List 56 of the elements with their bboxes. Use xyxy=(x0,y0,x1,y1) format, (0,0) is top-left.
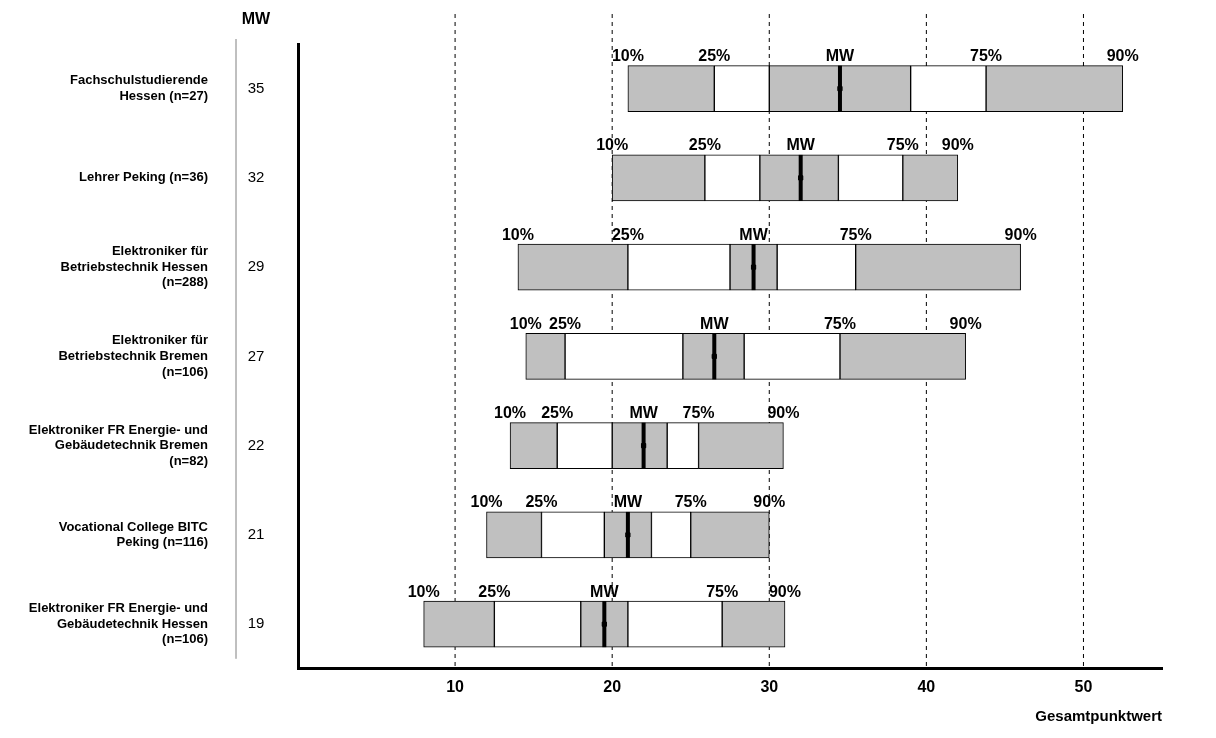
annotation: MW xyxy=(613,493,643,511)
annotation: 90% xyxy=(767,404,800,422)
annotation: 10% xyxy=(407,582,440,600)
annotation: 90% xyxy=(941,136,974,154)
annotation: 75% xyxy=(823,314,856,332)
annotation: MW xyxy=(825,47,856,65)
y-tick-label: Fachschulstudierende Hessen (n=27) xyxy=(70,72,208,104)
text: 27 xyxy=(247,346,265,364)
x-tick-label: 20 xyxy=(603,677,622,695)
x-axis-title: Gesamtpunktwert xyxy=(1035,707,1162,725)
annotation: 10% xyxy=(611,47,644,65)
annotation: MW xyxy=(700,314,730,332)
annotation: MW xyxy=(786,136,816,154)
annotation: 75% xyxy=(674,493,707,511)
annotation: 75% xyxy=(706,582,739,600)
annotation: 25% xyxy=(698,47,731,65)
annotation: 10% xyxy=(509,314,542,332)
annotation: 25% xyxy=(549,314,582,332)
annotation: 75% xyxy=(886,136,919,154)
annotation: 10% xyxy=(494,404,527,422)
text: 32 xyxy=(247,168,265,186)
text: 21 xyxy=(247,525,265,543)
annotation: 75% xyxy=(682,404,715,422)
annotation: 25% xyxy=(688,136,721,154)
annotation: 90% xyxy=(768,582,801,600)
annotation: 25% xyxy=(611,225,644,243)
text: 35 xyxy=(247,78,265,96)
y-tick-label: Elektroniker FR Energie- und Gebäudetechnik Bremen (n=82) xyxy=(28,421,209,468)
annotation: 25% xyxy=(541,404,574,422)
y-tick-label: Vocational College BITC Peking (n=116) xyxy=(58,518,209,550)
text: 29 xyxy=(247,257,265,275)
y-tick-label: Elektroniker für Betriebstechnik Bremen (n=106) xyxy=(58,332,209,379)
annotation: 25% xyxy=(478,582,511,600)
x-tick-label: 50 xyxy=(1074,677,1093,695)
annotation: 25% xyxy=(525,493,558,511)
annotation: MW xyxy=(629,404,659,422)
text: MW xyxy=(241,10,272,28)
annotation: 90% xyxy=(1106,47,1139,65)
annotation: MW xyxy=(739,225,769,243)
annotation: 90% xyxy=(949,314,982,332)
y-tick-label: Lehrer Peking (n=36) xyxy=(79,169,208,185)
annotation: 90% xyxy=(753,493,786,511)
text: 19 xyxy=(247,614,265,632)
annotation: 75% xyxy=(970,47,1003,65)
x-tick-label: 10 xyxy=(446,677,465,695)
annotation: 10% xyxy=(596,136,629,154)
annotation: 90% xyxy=(1004,225,1037,243)
y-tick-label: Elektroniker für Betriebstechnik Hessen (n=288) xyxy=(60,243,209,290)
annotation: 75% xyxy=(839,225,872,243)
annotation: 10% xyxy=(470,493,503,511)
annotation: MW xyxy=(590,582,620,600)
y-tick-label: Elektroniker FR Energie- und Gebäudetechnik Hessen (n=106) xyxy=(28,600,209,647)
x-tick-label: 30 xyxy=(760,677,779,695)
annotation: 10% xyxy=(501,225,534,243)
text: 22 xyxy=(247,435,265,453)
x-tick-label: 40 xyxy=(917,677,936,695)
